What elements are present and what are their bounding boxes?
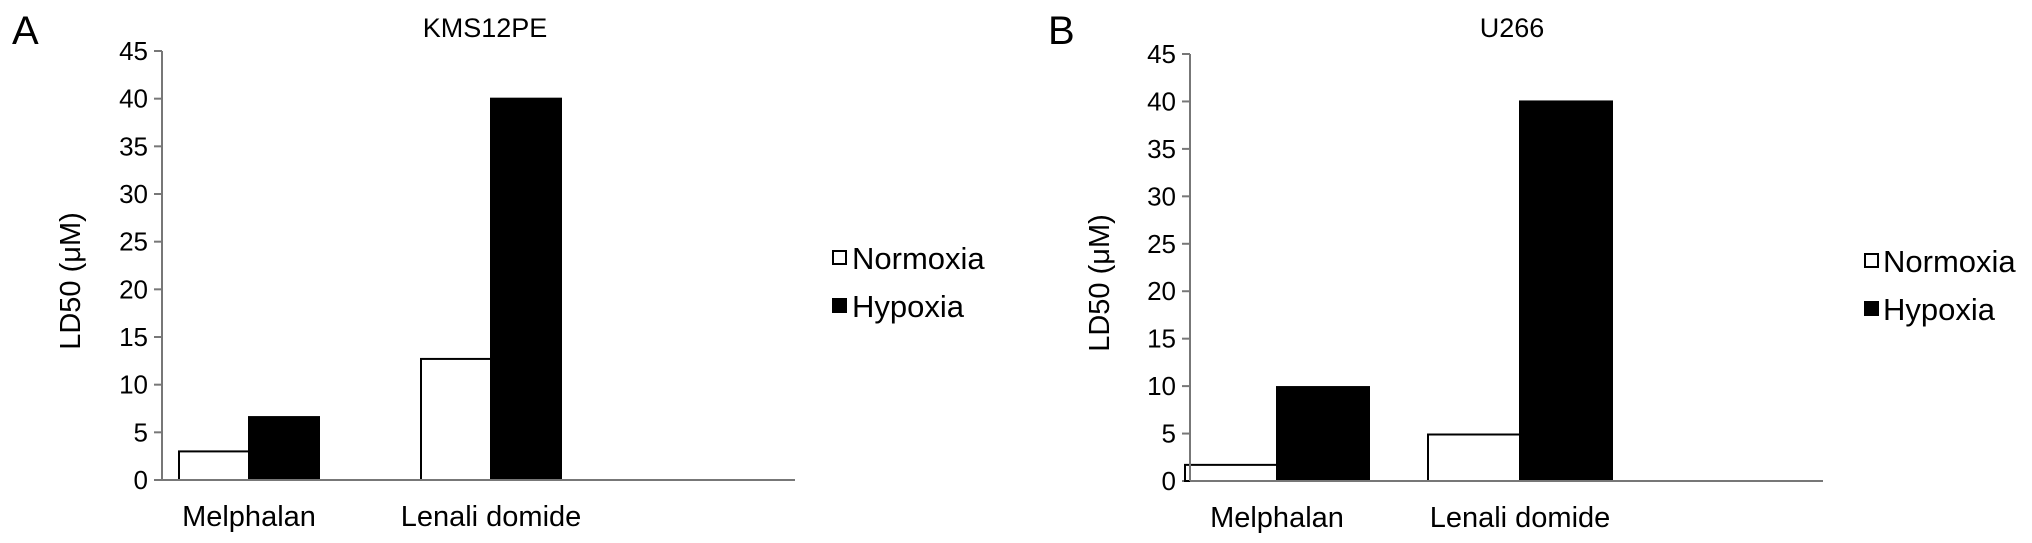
bar-hypoxia-1 xyxy=(490,97,562,482)
legend-swatch-hypoxia xyxy=(832,298,847,313)
y-tick-label: 10 xyxy=(119,370,148,400)
legend-label-normoxia: Normoxia xyxy=(1883,244,2016,279)
x-tick-label: Melphalan xyxy=(182,501,316,533)
bar-hypoxia-1 xyxy=(1519,100,1613,482)
legend-label-hypoxia: Hypoxia xyxy=(1883,292,1996,327)
panel-b: B U266 LD50 (μM) 0 5 10 15 20 25 30 35 40 45 Melp… xyxy=(1048,9,2016,534)
y-tick-label: 0 xyxy=(134,465,148,495)
y-tick-label: 20 xyxy=(1147,276,1176,306)
x-tick-label: Lenali domide xyxy=(401,501,582,533)
y-tick-label: 35 xyxy=(119,131,148,161)
y-tick-label: 0 xyxy=(1162,466,1176,496)
bar-normoxia-1 xyxy=(420,357,492,481)
y-ticks: 0 5 10 15 20 25 30 35 40 45 xyxy=(119,36,162,495)
y-ticks: 0 5 10 15 20 25 30 35 40 45 xyxy=(1147,39,1190,496)
x-tick-labels: Melphalan Lenali domide xyxy=(182,501,581,533)
y-tick-label: 20 xyxy=(119,274,148,304)
bar-normoxia-0 xyxy=(178,450,250,481)
y-tick-label: 35 xyxy=(1147,134,1176,164)
legend-label-normoxia: Normoxia xyxy=(852,241,985,276)
bars xyxy=(178,97,562,482)
x-tick-label: Lenali domide xyxy=(1430,502,1611,534)
legend: Normoxia Hypoxia xyxy=(1864,244,2016,327)
y-tick-label: 40 xyxy=(1147,86,1176,116)
y-tick-label: 15 xyxy=(1147,324,1176,354)
bar-normoxia-1 xyxy=(1427,433,1521,483)
x-tick-label: Melphalan xyxy=(1210,502,1344,534)
y-tick-label: 15 xyxy=(119,322,148,352)
bar-hypoxia-0 xyxy=(1276,386,1370,482)
y-tick-label: 10 xyxy=(1147,371,1176,401)
panel-label: A xyxy=(12,9,39,53)
y-tick-label: 40 xyxy=(119,84,148,114)
bar-hypoxia-0 xyxy=(248,416,320,481)
legend-swatch-normoxia xyxy=(832,250,847,265)
bars xyxy=(1184,100,1613,483)
y-axis-label: LD50 (μM) xyxy=(1084,214,1116,352)
y-tick-label: 30 xyxy=(119,179,148,209)
y-tick-label: 25 xyxy=(119,227,148,257)
y-tick-label: 30 xyxy=(1147,181,1176,211)
y-tick-label: 45 xyxy=(119,36,148,66)
panel-label: B xyxy=(1048,9,1075,53)
y-tick-label: 45 xyxy=(1147,39,1176,69)
panel-a: A KMS12PE LD50 (μM) 0 5 10 15 20 25 30 35 40 45 M… xyxy=(12,9,985,533)
chart-title: KMS12PE xyxy=(423,13,548,43)
y-axis-label: LD50 (μM) xyxy=(55,212,87,350)
legend: Normoxia Hypoxia xyxy=(832,241,985,324)
y-tick-label: 25 xyxy=(1147,229,1176,259)
legend-swatch-hypoxia xyxy=(1864,301,1879,316)
x-tick-labels: Melphalan Lenali domide xyxy=(1210,502,1610,534)
y-tick-label: 5 xyxy=(1162,419,1176,449)
bar-normoxia-0 xyxy=(1184,463,1278,483)
y-tick-label: 5 xyxy=(134,417,148,447)
legend-label-hypoxia: Hypoxia xyxy=(852,289,965,324)
chart-title: U266 xyxy=(1480,13,1545,43)
legend-swatch-normoxia xyxy=(1864,253,1879,268)
